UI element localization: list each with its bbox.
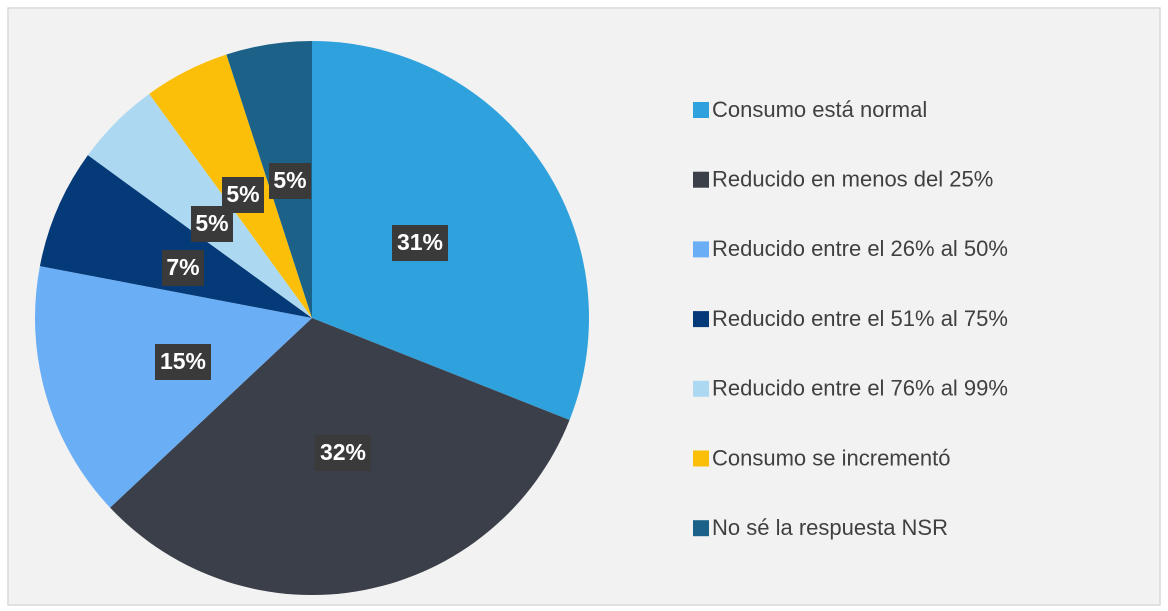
data-label-box <box>155 344 211 380</box>
legend-label: Reducido entre el 51% al 75% <box>712 306 1008 331</box>
legend-label: Reducido entre el 26% al 50% <box>712 236 1008 261</box>
legend-swatch <box>693 520 709 537</box>
legend-swatch <box>693 102 709 118</box>
data-label: 32% <box>320 439 366 465</box>
data-label: 31% <box>397 229 443 255</box>
pie-slice <box>39 155 312 318</box>
pie-slice <box>87 93 313 319</box>
legend-label: Consumo se incrementó <box>712 445 950 470</box>
pie-slice <box>35 266 313 508</box>
data-label: 15% <box>160 348 206 374</box>
legend-swatch <box>693 171 709 188</box>
data-label: 5% <box>226 181 259 207</box>
pie-slice <box>312 41 590 420</box>
legend-swatch <box>693 311 709 328</box>
data-label-box <box>315 435 371 471</box>
data-label-box <box>222 177 264 213</box>
data-label: 5% <box>273 167 306 193</box>
legend-swatch <box>693 380 709 397</box>
data-label-box <box>269 163 311 199</box>
legend-swatch <box>693 241 709 258</box>
data-label: 7% <box>166 254 199 280</box>
data-label-box <box>162 250 204 286</box>
legend-label: Reducido entre el 76% al 99% <box>712 376 1008 401</box>
data-label: 5% <box>195 210 228 236</box>
legend-label: Consumo está normal <box>712 97 927 122</box>
legend-swatch <box>693 450 709 467</box>
data-label-box <box>392 225 448 261</box>
legend-label: No sé la respuesta NSR <box>712 515 948 540</box>
legend-label: Reducido en menos del 25% <box>712 167 993 192</box>
